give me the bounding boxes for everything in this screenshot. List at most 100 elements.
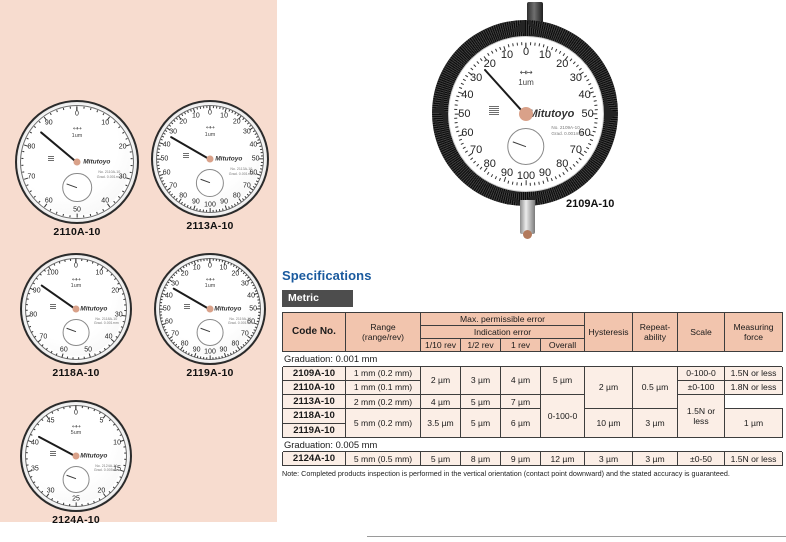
dial-tick [104, 347, 106, 350]
dial-figure-2113a: 0 10 20 30 40 50 60 70 80 90 100 90 80 70 60 50 40 30 20 10… [150, 100, 270, 232]
dial-scale-number: 50 [581, 108, 594, 120]
cell-rev2: 4 µm [420, 394, 461, 410]
dial-tick [569, 58, 572, 62]
dial-tick [173, 274, 176, 277]
dial-scale-number: 20 [556, 58, 569, 71]
dial-tick [232, 351, 235, 354]
cell-code: 2124A-10 [282, 451, 346, 467]
dial-scale-number: 50 [73, 206, 81, 214]
needle-pivot [519, 107, 533, 121]
dial-tick [206, 258, 208, 261]
dial-scale-number: 50 [160, 155, 169, 163]
dial-model-number: No. 2113A-10 Grad. 0.001mm [228, 166, 254, 176]
dial-scale-number: 40 [101, 197, 110, 205]
graduation-label: Graduation: 0.001 mm [281, 351, 784, 367]
dial-bezel-ring [25, 258, 127, 360]
dial-tick [256, 308, 261, 310]
dial-scale-number: 70 [171, 330, 179, 338]
dial-tick [124, 310, 127, 311]
cell-overall: 12 µm [539, 451, 586, 467]
th-1-10-rev: 1/10 rev [420, 338, 461, 353]
dial-caption: 2118A-10 [52, 367, 100, 379]
dial-tick [244, 341, 247, 344]
gauge-dial-face: 0 10 20 30 40 50 60 70 80 90 100 90 80 70 60 50 40 30 20 10… [448, 36, 604, 192]
dial-tick [594, 109, 598, 111]
cell-overall: 5 µm [539, 365, 586, 396]
dial-scale-number: 100 [204, 348, 216, 356]
revolution-counter-dial [196, 318, 224, 346]
dial-scale-number: 0 [74, 262, 78, 270]
dial-tick [69, 259, 71, 262]
dial-tick [199, 106, 201, 109]
dial-tick [57, 409, 59, 412]
dial-tick [242, 198, 245, 201]
dial-figure-2110a: 0 10 20 30 40 50 60 70 80 90 ↤↦ 1um Mitutoyo No. 2110… [14, 100, 140, 238]
th-1-2-rev: 1/2 rev [460, 338, 501, 353]
dial-scale-number: 20 [118, 143, 127, 151]
dial-graduation-label: ↤↦ 1um [204, 124, 216, 138]
dial-scale-number: 60 [162, 169, 171, 177]
dial-tick [185, 264, 188, 267]
dial-tick [461, 83, 464, 85]
dial-tick [28, 293, 31, 295]
th-range-line2: (range/rev) [361, 332, 405, 343]
dial-caption: 2124A-10 [52, 514, 100, 526]
dial-scale-number: 0 [522, 46, 530, 59]
cell-repeatability: 3 µm [632, 451, 679, 467]
dial-scale-number: 25 [72, 495, 80, 503]
dial-tick [227, 353, 229, 356]
dial-tick [495, 49, 497, 52]
header-row-3: 1/10 rev 1/2 rev 1 rev Overall [283, 338, 783, 353]
dial-tick [480, 58, 483, 62]
dial-tick [33, 126, 36, 129]
cell-code: 2109A-10 [282, 365, 346, 381]
dial-tick [116, 481, 119, 484]
cell-hysteresis: 3 µm [584, 451, 634, 467]
manufacturer-mark [48, 154, 55, 161]
cell-hysteresis: 2 µm [584, 365, 634, 410]
dial-scale-number: 80 [556, 157, 569, 170]
th-repeat-line1: Repeat- [639, 322, 671, 333]
dial-tick [455, 126, 459, 128]
dial-tick [454, 104, 458, 106]
dial-tick [534, 42, 536, 46]
dial-scale-number: 40 [104, 333, 113, 341]
dial-tick [212, 258, 214, 261]
dial-tick [41, 419, 44, 422]
dial-tick [30, 434, 33, 436]
cell-repeatability: 1 µm [724, 408, 784, 439]
cell-code: 2110A-10 [282, 379, 346, 396]
cell-force: 1.5N or less [724, 365, 784, 381]
dial-scale-number: 30 [242, 128, 251, 136]
dial-tick [98, 498, 101, 501]
dial-tick [228, 206, 230, 209]
dial-tick [108, 490, 111, 493]
dial-scale-number: 80 [180, 340, 189, 348]
dial-tick [534, 182, 536, 186]
th-repeatability: Repeat- ability [632, 311, 679, 353]
dial-graduation-label: ↤↦ 1um [71, 126, 83, 139]
dial-bezel-ring [159, 258, 261, 360]
dial-tick [538, 181, 540, 185]
dial-scale-number: 0 [74, 409, 78, 417]
cell-hysteresis: 3 µm [632, 408, 679, 439]
dial-model-number: No. 2110A-10 Grad. 0.001mm [96, 170, 122, 180]
table-row: 2119A-10 [282, 422, 783, 439]
manufacturer-mark [184, 302, 191, 309]
table-row: 2113A-10 2 mm (0.2 mm) 4 µm 5 µm 7 µm 0-… [282, 394, 783, 439]
dial-graduation-label: ↤↦ 1um [518, 67, 534, 87]
dial-scale-number: 60 [578, 127, 591, 140]
dial-tick [551, 47, 553, 51]
dial-tick [551, 177, 553, 181]
dial-scale-number: 30 [169, 128, 177, 136]
brand-logo: Mitutoyo [83, 158, 111, 166]
dial-scale-number: 40 [461, 88, 474, 101]
dial-scale-number: 20 [231, 270, 240, 278]
dial-tick [572, 61, 576, 64]
cell-rev1: 6 µm [500, 408, 541, 439]
brand-logo: Mitutoyo [80, 305, 108, 313]
dial-tick [542, 180, 545, 184]
dial-tick [171, 122, 174, 125]
dial-scale-number: 0 [208, 262, 212, 270]
dial-tick [569, 166, 572, 170]
